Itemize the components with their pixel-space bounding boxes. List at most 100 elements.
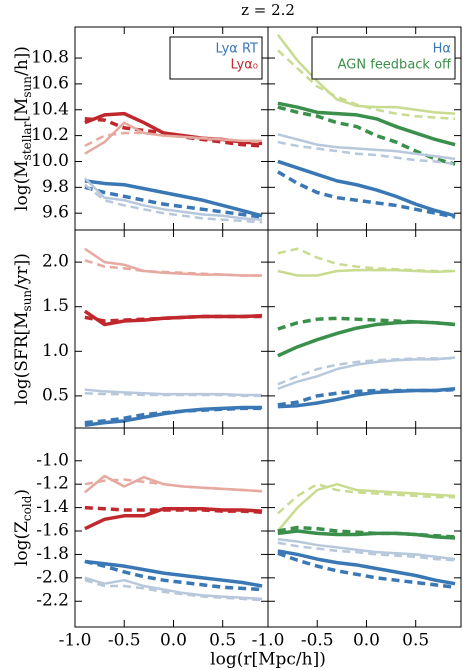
series-line xyxy=(83,177,263,221)
y-axis-label-part: log(SFR[M xyxy=(12,311,32,404)
y-tick-label: -1.2 xyxy=(36,474,69,494)
y-tick-label: -1.0 xyxy=(36,450,69,470)
plot-area xyxy=(277,247,456,409)
series-line xyxy=(277,357,456,386)
series-line xyxy=(277,525,456,539)
series-line xyxy=(276,170,456,219)
series-line xyxy=(277,247,456,273)
y-axis-label-part: log(Z xyxy=(12,521,32,566)
series-line xyxy=(84,247,263,277)
y-axis-label-part: sun xyxy=(20,76,34,98)
series-line xyxy=(277,159,456,218)
series-line xyxy=(277,133,456,161)
y-axis-label-part: stellar xyxy=(20,121,34,160)
series-line xyxy=(277,105,456,166)
x-tick-label: 0.0 xyxy=(160,631,187,651)
series-line xyxy=(277,387,456,409)
series-line xyxy=(84,183,263,224)
x-tick-label: 0.5 xyxy=(209,631,236,651)
series-line xyxy=(277,387,456,407)
series-line xyxy=(84,559,263,592)
series-line xyxy=(277,101,456,147)
series-line xyxy=(84,111,263,146)
y-tick-label: 9.6 xyxy=(42,203,69,223)
series-line xyxy=(84,131,263,148)
y-axis-label: log(Mstellar[Msun/h]) xyxy=(12,46,34,211)
plot-area xyxy=(83,247,263,428)
series-line xyxy=(277,482,456,515)
legend-label: Lyα RT xyxy=(216,42,259,57)
x-tick-label: -0.5 xyxy=(108,631,141,651)
series-line xyxy=(277,356,456,390)
series-line xyxy=(84,314,263,323)
y-axis-label-part: ) xyxy=(12,489,32,496)
series-line xyxy=(277,537,456,561)
y-tick-label: 2.0 xyxy=(42,252,69,272)
series-line xyxy=(84,259,263,277)
series-line xyxy=(84,559,263,588)
series-line xyxy=(84,121,263,155)
series-line xyxy=(277,268,456,277)
y-axis-label: log(SFR[Msun/yr]) xyxy=(12,253,34,405)
y-axis-label-part: /h]) xyxy=(12,46,32,76)
y-axis-label-part: cold xyxy=(20,495,34,521)
series-line xyxy=(277,49,456,121)
series-line xyxy=(84,185,263,219)
y-tick-label: -2.0 xyxy=(36,567,69,587)
y-tick-label: 9.8 xyxy=(42,177,69,197)
panel-frame xyxy=(267,229,462,429)
y-tick-label: 1.5 xyxy=(42,296,69,316)
y-tick-label: 1.0 xyxy=(42,341,69,361)
plot-area xyxy=(276,34,456,219)
series-line xyxy=(84,474,263,494)
series-line xyxy=(277,140,456,166)
y-tick-label: 10.8 xyxy=(31,48,69,68)
y-axis-label-part: [M xyxy=(12,98,32,122)
legend-label: Hα xyxy=(433,42,451,57)
y-axis-label-part: log(M xyxy=(12,160,32,211)
y-tick-label: -2.2 xyxy=(36,591,69,611)
legend-label: Lyα₀ xyxy=(230,58,258,73)
series-line xyxy=(84,391,263,398)
series-line xyxy=(84,578,263,602)
y-tick-label: 10.0 xyxy=(31,151,69,171)
y-tick-label: -1.4 xyxy=(36,497,69,517)
legend-box xyxy=(311,36,456,80)
series-line xyxy=(277,529,456,540)
panel-frame xyxy=(267,427,462,628)
y-axis-label: log(Zcold) xyxy=(12,489,34,566)
panel-frame xyxy=(74,229,269,429)
legend-label: AGN feedback off xyxy=(338,58,452,73)
series-line xyxy=(276,482,456,532)
legend-box xyxy=(169,36,263,80)
series-line xyxy=(84,179,263,218)
x-tick-label: 0.0 xyxy=(353,631,380,651)
series-line xyxy=(84,117,263,148)
plot-area xyxy=(84,474,263,602)
y-tick-label: 10.6 xyxy=(31,73,69,93)
series-line xyxy=(83,309,263,327)
series-line xyxy=(277,551,456,589)
x-tick-label: 0.5 xyxy=(402,631,429,651)
figure-title: z = 2.2 xyxy=(241,1,295,19)
series-line xyxy=(84,505,263,515)
y-tick-label: -1.8 xyxy=(36,544,69,564)
y-axis-label-part: sun xyxy=(20,290,34,312)
y-tick-label: 10.4 xyxy=(31,99,69,119)
x-tick-label: -1.0 xyxy=(59,631,92,651)
y-tick-label: 10.2 xyxy=(31,125,69,145)
y-tick-label: -1.6 xyxy=(36,521,69,541)
y-axis-label-part: /yr]) xyxy=(12,253,32,290)
plot-area xyxy=(276,482,456,589)
series-line xyxy=(277,316,456,331)
series-line xyxy=(84,478,263,493)
plot-area xyxy=(83,111,263,224)
y-tick-label: 0.5 xyxy=(42,385,69,405)
x-tick-label: -0.5 xyxy=(301,631,334,651)
series-line xyxy=(277,549,456,586)
x-axis-label: log(r[Mpc/h]) xyxy=(210,650,326,670)
series-line xyxy=(277,541,456,562)
series-line xyxy=(84,406,263,425)
x-tick-label: -1.0 xyxy=(252,631,285,651)
